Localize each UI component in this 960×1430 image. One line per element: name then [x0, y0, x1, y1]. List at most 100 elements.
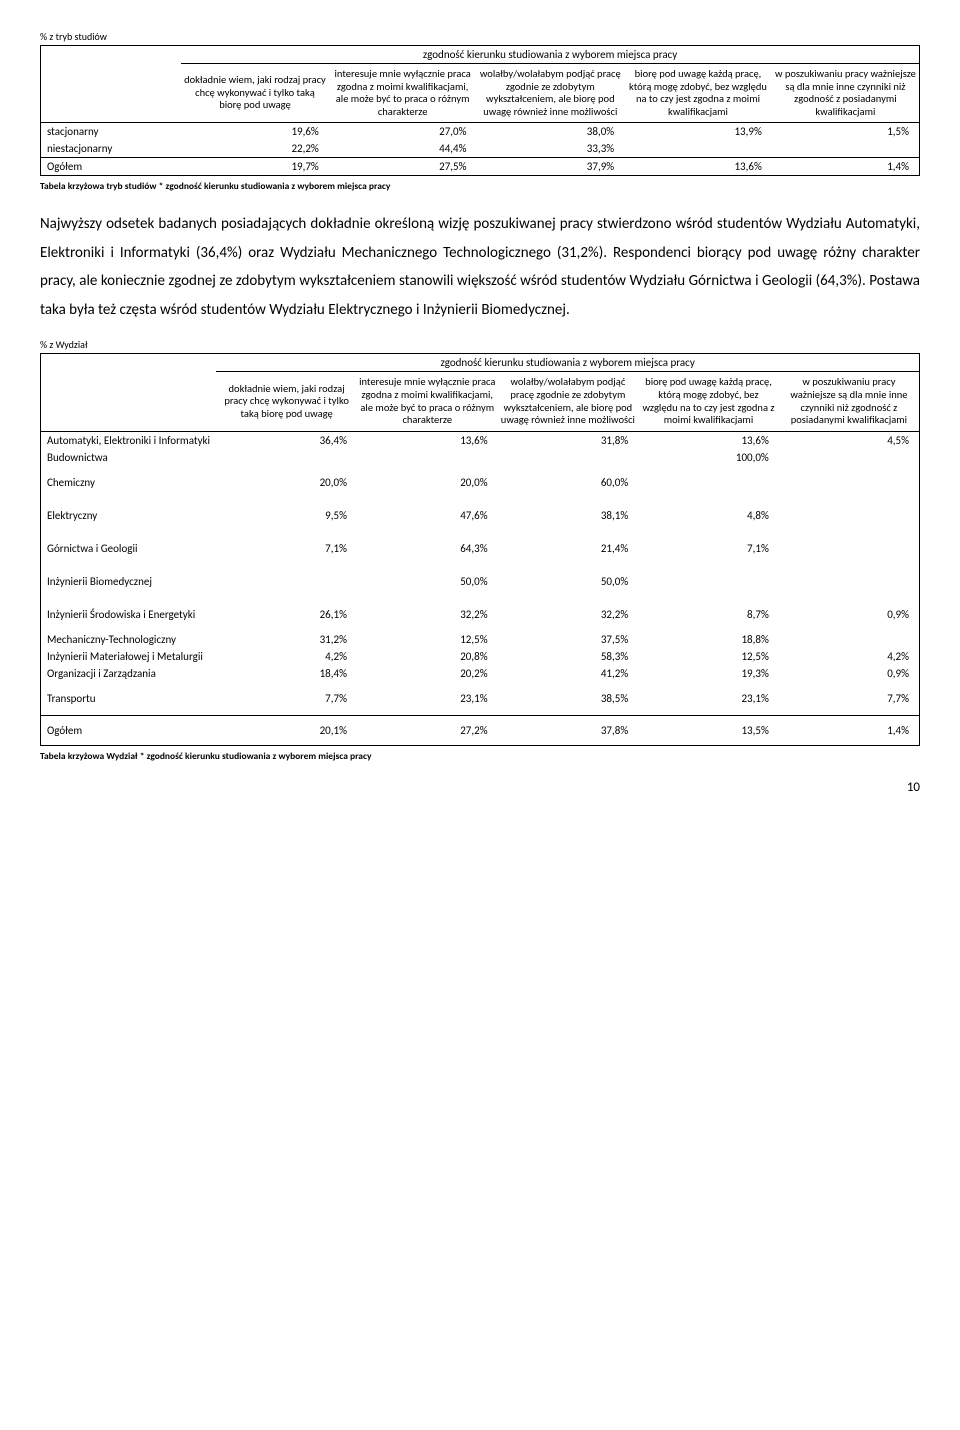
table1: zgodność kierunku studiowania z wyborem … [40, 45, 920, 176]
table2-caption: Tabela krzyżowa Wydział * zgodność kieru… [40, 750, 920, 762]
table-row: niestacjonarny 22,2% 44,4% 33,3% [41, 140, 920, 158]
table-row: Mechaniczny-Technologiczny31,2%12,5%37,5… [41, 631, 920, 648]
data-cell: 4,2% [779, 648, 920, 665]
data-cell: 32,2% [357, 598, 498, 631]
data-cell [779, 532, 920, 565]
data-cell: 44,4% [329, 140, 477, 158]
row-label: Mechaniczny-Technologiczny [41, 631, 217, 648]
data-cell: 27,0% [329, 123, 477, 141]
data-cell: 27,5% [329, 158, 477, 176]
data-cell [216, 449, 357, 466]
body-paragraph: Najwyższy odsetek badanych posiadających… [40, 210, 920, 324]
table1-col-header: w poszukiwaniu pracy ważniejsze są dla m… [772, 64, 920, 123]
data-cell [779, 466, 920, 499]
data-cell [779, 565, 920, 598]
data-cell: 22,2% [181, 140, 329, 158]
table-total-row: Ogółem 20,1% 27,2% 37,8% 13,5% 1,4% [41, 715, 920, 745]
data-cell: 36,4% [216, 431, 357, 449]
data-cell: 26,1% [216, 598, 357, 631]
data-cell: 100,0% [638, 449, 779, 466]
table2-col-header: dokładnie wiem, jaki rodzaj pracy chcę w… [216, 372, 357, 431]
table1-col-header: dokładnie wiem, jaki rodzaj pracy chcę w… [181, 64, 329, 123]
table-row: Inżynierii Środowiska i Energetyki26,1%3… [41, 598, 920, 631]
row-label: stacjonarny [41, 123, 182, 141]
data-cell: 13,5% [638, 715, 779, 745]
table2-col-header: wolałby/wolałabym podjąć pracę zgodnie z… [498, 372, 639, 431]
row-label: Organizacji i Zarządzania [41, 665, 217, 682]
row-label: Transportu [41, 682, 217, 716]
data-cell: 20,0% [216, 466, 357, 499]
data-cell: 37,8% [498, 715, 639, 745]
data-cell: 20,2% [357, 665, 498, 682]
data-cell: 47,6% [357, 499, 498, 532]
data-cell: 31,8% [498, 431, 639, 449]
data-cell: 58,3% [498, 648, 639, 665]
data-cell: 19,6% [181, 123, 329, 141]
row-label: Inżynierii Środowiska i Energetyki [41, 598, 217, 631]
page-number: 10 [40, 780, 920, 795]
table1-span-header: zgodność kierunku studiowania z wyborem … [181, 46, 919, 64]
table1-top-label: % z tryb studiów [40, 30, 920, 43]
row-label: Budownictwa [41, 449, 217, 466]
row-label: Inżynierii Materiałowej i Metalurgii [41, 648, 217, 665]
total-label: Ogółem [41, 715, 217, 745]
data-cell: 0,9% [779, 665, 920, 682]
data-cell: 37,9% [476, 158, 624, 176]
table-total-row: Ogółem 19,7% 27,5% 37,9% 13,6% 1,4% [41, 158, 920, 176]
table-row: Automatyki, Elektroniki i Informatyki36,… [41, 431, 920, 449]
data-cell: 37,5% [498, 631, 639, 648]
table2: zgodność kierunku studiowania z wyborem … [40, 353, 920, 745]
data-cell: 60,0% [498, 466, 639, 499]
table-row: stacjonarny 19,6% 27,0% 38,0% 13,9% 1,5% [41, 123, 920, 141]
data-cell: 21,4% [498, 532, 639, 565]
data-cell [779, 449, 920, 466]
table-row: Elektryczny9,5%47,6%38,1%4,8% [41, 499, 920, 532]
data-cell: 12,5% [357, 631, 498, 648]
data-cell: 50,0% [498, 565, 639, 598]
table1-caption: Tabela krzyżowa tryb studiów * zgodność … [40, 180, 920, 192]
row-label: Inżynierii Biomedycznej [41, 565, 217, 598]
data-cell [779, 631, 920, 648]
data-cell [357, 449, 498, 466]
data-cell [498, 449, 639, 466]
data-cell: 7,1% [216, 532, 357, 565]
data-cell [216, 565, 357, 598]
row-label: Chemiczny [41, 466, 217, 499]
data-cell: 41,2% [498, 665, 639, 682]
data-cell: 23,1% [638, 682, 779, 716]
table-row: Górnictwa i Geologii7,1%64,3%21,4%7,1% [41, 532, 920, 565]
data-cell: 8,7% [638, 598, 779, 631]
table1-col-header: biorę pod uwagę każdą pracę, którą mogę … [624, 64, 772, 123]
data-cell: 38,1% [498, 499, 639, 532]
row-label: Górnictwa i Geologii [41, 532, 217, 565]
data-cell: 38,0% [476, 123, 624, 141]
row-label: niestacjonarny [41, 140, 182, 158]
data-cell: 64,3% [357, 532, 498, 565]
row-label: Automatyki, Elektroniki i Informatyki [41, 431, 217, 449]
data-cell: 18,8% [638, 631, 779, 648]
data-cell: 7,7% [216, 682, 357, 716]
table-row: Inżynierii Biomedycznej50,0%50,0% [41, 565, 920, 598]
data-cell: 19,7% [181, 158, 329, 176]
data-cell: 23,1% [357, 682, 498, 716]
data-cell: 4,8% [638, 499, 779, 532]
data-cell: 9,5% [216, 499, 357, 532]
data-cell: 4,2% [216, 648, 357, 665]
data-cell: 12,5% [638, 648, 779, 665]
table-row: Chemiczny20,0%20,0%60,0% [41, 466, 920, 499]
row-label: Elektryczny [41, 499, 217, 532]
data-cell: 20,1% [216, 715, 357, 745]
data-cell: 1,4% [772, 158, 920, 176]
data-cell [638, 466, 779, 499]
data-cell [624, 140, 772, 158]
data-cell [772, 140, 920, 158]
data-cell: 27,2% [357, 715, 498, 745]
data-cell: 13,6% [357, 431, 498, 449]
data-cell: 7,1% [638, 532, 779, 565]
data-cell: 1,4% [779, 715, 920, 745]
table-row: Inżynierii Materiałowej i Metalurgii4,2%… [41, 648, 920, 665]
data-cell: 32,2% [498, 598, 639, 631]
data-cell: 0,9% [779, 598, 920, 631]
data-cell: 1,5% [772, 123, 920, 141]
total-label: Ogółem [41, 158, 182, 176]
